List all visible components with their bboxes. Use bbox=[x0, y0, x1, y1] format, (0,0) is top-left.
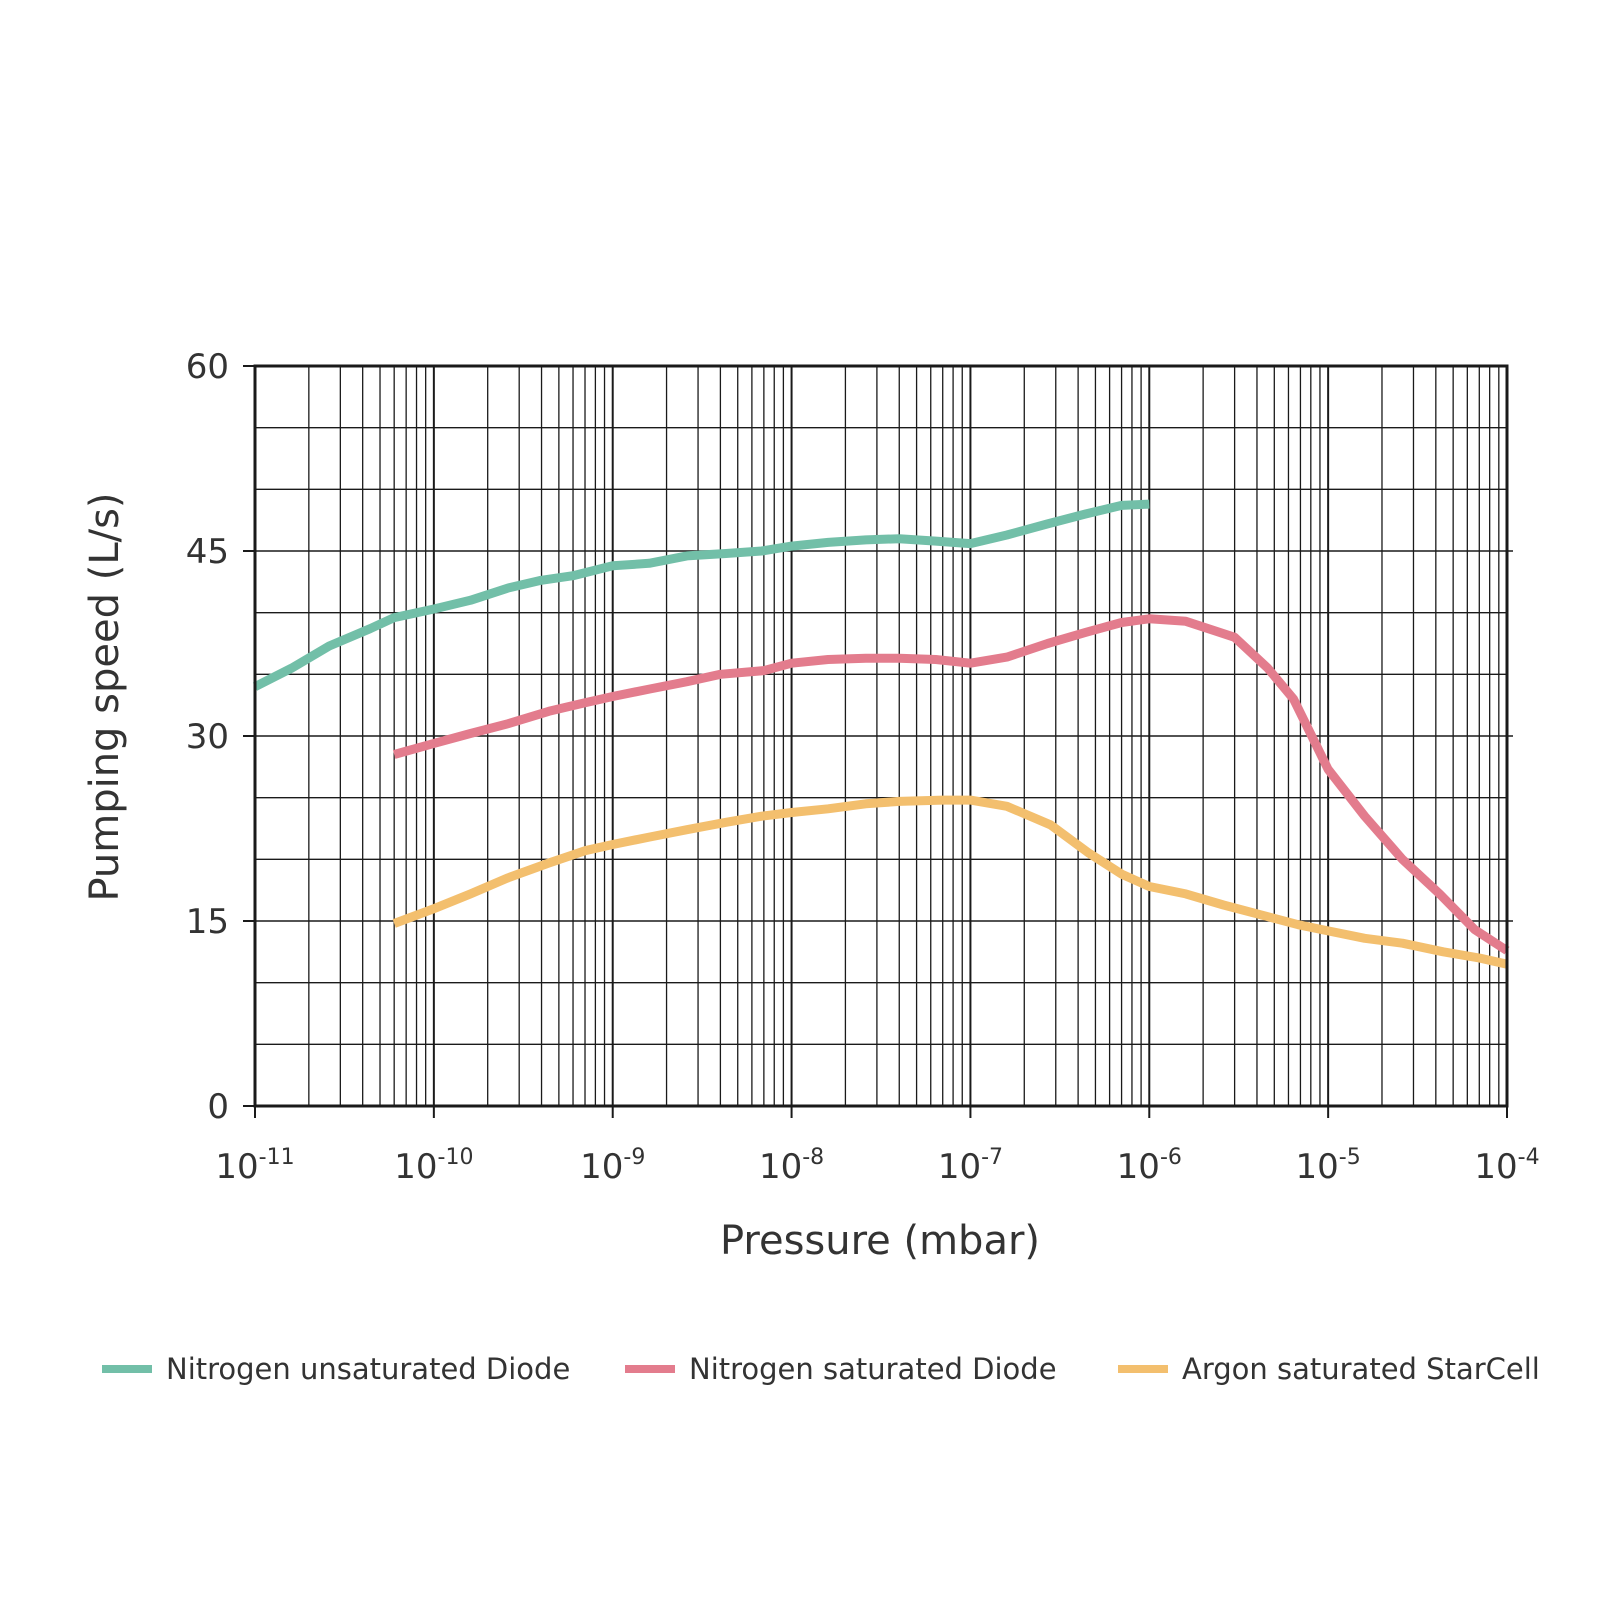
x-tick-label: 10-10 bbox=[394, 1145, 473, 1187]
axes bbox=[243, 364, 1509, 1118]
series-line-1 bbox=[252, 499, 1150, 691]
x-axis-label: Pressure (mbar) bbox=[720, 1218, 1040, 1264]
y-tick-label: 45 bbox=[186, 532, 229, 572]
legend-label: Nitrogen saturated Diode bbox=[689, 1352, 1057, 1386]
y-tick-label: 15 bbox=[186, 902, 229, 942]
legend-label: Nitrogen unsaturated Diode bbox=[166, 1352, 570, 1386]
x-tick-label: 10-4 bbox=[1474, 1145, 1539, 1187]
x-tick-label: 10-8 bbox=[759, 1145, 824, 1187]
x-tick-label: 10-11 bbox=[215, 1145, 294, 1187]
legend-item-2: Nitrogen saturated Diode bbox=[625, 1352, 1057, 1386]
y-axis-label: Pumping speed (L/s) bbox=[82, 492, 128, 901]
y-tick-label: 30 bbox=[186, 717, 229, 757]
y-tick-label: 60 bbox=[186, 347, 229, 387]
series-lines bbox=[252, 499, 1510, 969]
y-tick-labels: 0 15 30 45 60 bbox=[186, 347, 229, 1127]
legend-label: Argon saturated StarCell bbox=[1182, 1352, 1540, 1386]
x-tick-label: 10-6 bbox=[1117, 1145, 1182, 1187]
grid-lines bbox=[254, 366, 1513, 1106]
x-tick-label: 10-9 bbox=[580, 1145, 645, 1187]
x-tick-label: 10-5 bbox=[1296, 1145, 1361, 1187]
series-line-3 bbox=[392, 795, 1508, 969]
legend: Nitrogen unsaturated Diode Nitrogen satur… bbox=[102, 1352, 1540, 1386]
legend-item-3: Argon saturated StarCell bbox=[1118, 1352, 1540, 1386]
y-tick-label: 0 bbox=[207, 1087, 229, 1127]
series-line-2 bbox=[392, 614, 1510, 955]
legend-item-1: Nitrogen unsaturated Diode bbox=[102, 1352, 570, 1386]
x-tick-label: 10-7 bbox=[938, 1145, 1003, 1187]
x-tick-labels: 10-11 10-10 10-9 10-8 10-7 10-6 10-5 10-4 bbox=[215, 1145, 1539, 1187]
